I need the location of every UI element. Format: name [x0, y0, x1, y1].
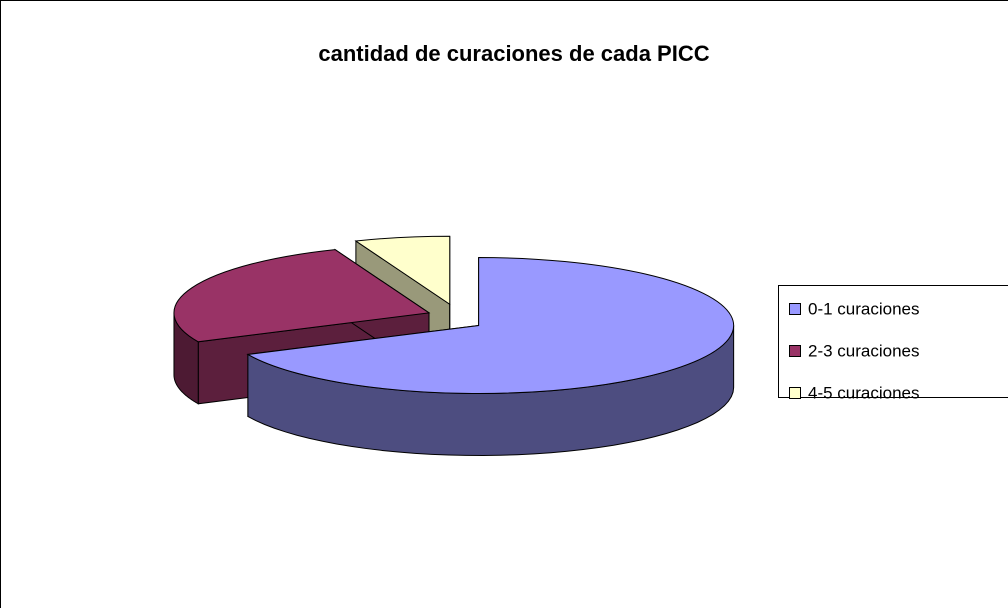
legend-label: 0-1 curaciones	[808, 299, 920, 318]
pie-slice-group	[246, 257, 735, 456]
legend-swatch	[789, 387, 801, 399]
legend-label: 4-5 curaciones	[808, 383, 920, 402]
pie-slice	[246, 257, 735, 394]
legend-swatch	[789, 345, 801, 357]
legend-box	[778, 285, 1008, 398]
pie-slice	[354, 235, 451, 306]
chart-title: cantidad de curaciones de cada PICC	[318, 41, 709, 66]
legend-swatch	[789, 303, 801, 315]
legend-label: 2-3 curaciones	[808, 341, 920, 360]
pie-slice	[173, 249, 431, 343]
